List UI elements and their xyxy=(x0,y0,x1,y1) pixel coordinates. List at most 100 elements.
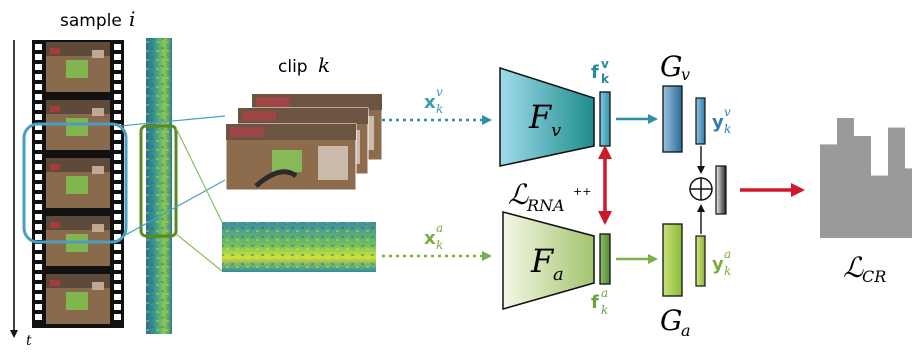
audio-projector: G a xyxy=(660,223,691,340)
film-sprocket-hole xyxy=(114,264,121,270)
film-sprocket-hole xyxy=(35,134,42,140)
visual-encoder: F v xyxy=(499,66,595,167)
audio-encoder-sub: a xyxy=(553,264,564,285)
visual-projection-sub: k xyxy=(724,122,731,136)
film-sprocket-hole xyxy=(35,94,42,100)
concat-operator xyxy=(689,177,713,201)
concat-result-bar xyxy=(715,165,727,215)
film-sprocket-hole xyxy=(114,234,121,240)
film-sprocket-hole xyxy=(114,74,121,80)
film-sprocket-hole xyxy=(35,264,42,270)
audio-input-label: x a k xyxy=(424,221,443,252)
film-sprocket-hole xyxy=(114,304,121,310)
film-sprocket-hole xyxy=(35,244,42,250)
film-sprocket-hole xyxy=(114,294,121,300)
film-sprocket-hole xyxy=(114,214,121,220)
film-sprocket-hole xyxy=(35,274,42,280)
film-sprocket-hole xyxy=(35,294,42,300)
film-sprocket-hole xyxy=(114,64,121,70)
film-sprocket-hole xyxy=(114,254,121,260)
clip-selection-box-video xyxy=(22,122,128,244)
film-sprocket-hole xyxy=(114,94,121,100)
visual-input-base: x xyxy=(424,92,436,113)
visual-projector: G v xyxy=(660,50,690,153)
audio-projector-sub: a xyxy=(681,321,691,340)
film-sprocket-hole xyxy=(35,224,42,230)
audio-input-sub: k xyxy=(436,238,443,252)
spectrogram-strip-texture xyxy=(146,38,172,334)
film-sprocket-hole xyxy=(114,84,121,90)
histogram-bar xyxy=(854,136,871,238)
visual-input-sup: v xyxy=(436,85,443,99)
film-sprocket-hole xyxy=(114,274,121,280)
rna-loss-label: ℒ RNA ++ xyxy=(508,178,591,215)
cr-histogram xyxy=(820,118,912,238)
clip-index: k xyxy=(318,53,330,77)
audio-feature-label: f a k xyxy=(591,286,608,317)
spectrogram-strip xyxy=(146,38,172,334)
film-sprocket-hole xyxy=(114,314,121,320)
film-sprocket-hole xyxy=(35,204,42,210)
film-sprockets-right xyxy=(114,44,121,320)
audio-projector-block xyxy=(662,223,683,297)
audio-encoder-trapezoid xyxy=(502,211,595,310)
film-sprocket-hole xyxy=(114,134,121,140)
film-sprocket-hole xyxy=(114,204,121,210)
sample-label: sample xyxy=(60,11,122,31)
video-frame xyxy=(46,274,110,324)
film-sprocket-hole xyxy=(35,234,42,240)
film-sprocket-hole xyxy=(35,184,42,190)
histogram-bar xyxy=(888,127,905,238)
audio-projection-bar xyxy=(695,235,706,287)
histogram-bar xyxy=(837,118,854,238)
visual-feature-base: f xyxy=(591,62,599,83)
film-sprocket-hole xyxy=(114,44,121,50)
time-axis: t xyxy=(10,40,32,349)
histogram-bar xyxy=(871,175,888,238)
rna-loss-base: ℒ xyxy=(508,178,529,211)
film-sprocket-hole xyxy=(35,314,42,320)
visual-input-label: x v k xyxy=(424,85,443,116)
visual-feature-sup: v xyxy=(601,57,609,71)
rna-loss-sup: ++ xyxy=(573,185,591,198)
film-sprocket-hole xyxy=(114,174,121,180)
visual-encoder-sub: v xyxy=(551,120,561,141)
connector-audio-bottom xyxy=(175,233,223,272)
film-sprocket-hole xyxy=(35,84,42,90)
clip-frame-stack xyxy=(225,93,383,191)
audio-feature-bar xyxy=(599,233,611,285)
film-sprocket-hole xyxy=(35,44,42,50)
audio-projection-base: y xyxy=(712,254,724,275)
audio-feature-sub: k xyxy=(601,303,608,317)
cr-loss-label: ℒ CR xyxy=(843,251,886,286)
audio-spectrogram-texture xyxy=(222,222,376,272)
video-frames xyxy=(46,42,110,324)
film-sprocket-hole xyxy=(35,74,42,80)
visual-projection-sup: v xyxy=(724,105,731,119)
film-sprocket-hole xyxy=(114,284,121,290)
visual-projector-sub: v xyxy=(681,65,690,84)
film-sprocket-hole xyxy=(35,104,42,110)
film-sprocket-hole xyxy=(35,114,42,120)
film-sprocket-hole xyxy=(35,194,42,200)
film-sprocket-hole xyxy=(114,124,121,130)
histogram-bar xyxy=(820,144,837,238)
clip-frame xyxy=(225,123,357,191)
film-sprocket-hole xyxy=(114,54,121,60)
audio-spectrogram xyxy=(222,222,376,272)
sample-index: i xyxy=(129,7,135,31)
cr-loss-sub: CR xyxy=(862,267,886,286)
film-sprocket-hole xyxy=(35,284,42,290)
film-sprocket-hole xyxy=(114,244,121,250)
film-sprocket-hole xyxy=(35,214,42,220)
film-sprocket-hole xyxy=(114,144,121,150)
video-frame xyxy=(46,42,110,92)
film-strip xyxy=(32,40,124,328)
film-sprocket-hole xyxy=(114,184,121,190)
film-sprocket-hole xyxy=(114,164,121,170)
film-sprockets-left xyxy=(35,44,42,320)
film-sprocket-hole xyxy=(114,194,121,200)
audio-projector-label: G xyxy=(660,304,682,337)
visual-feature-sub: k xyxy=(601,72,610,86)
